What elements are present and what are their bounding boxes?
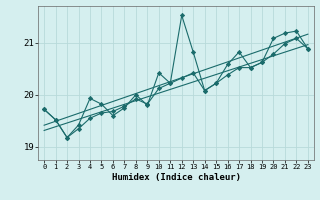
- X-axis label: Humidex (Indice chaleur): Humidex (Indice chaleur): [111, 173, 241, 182]
